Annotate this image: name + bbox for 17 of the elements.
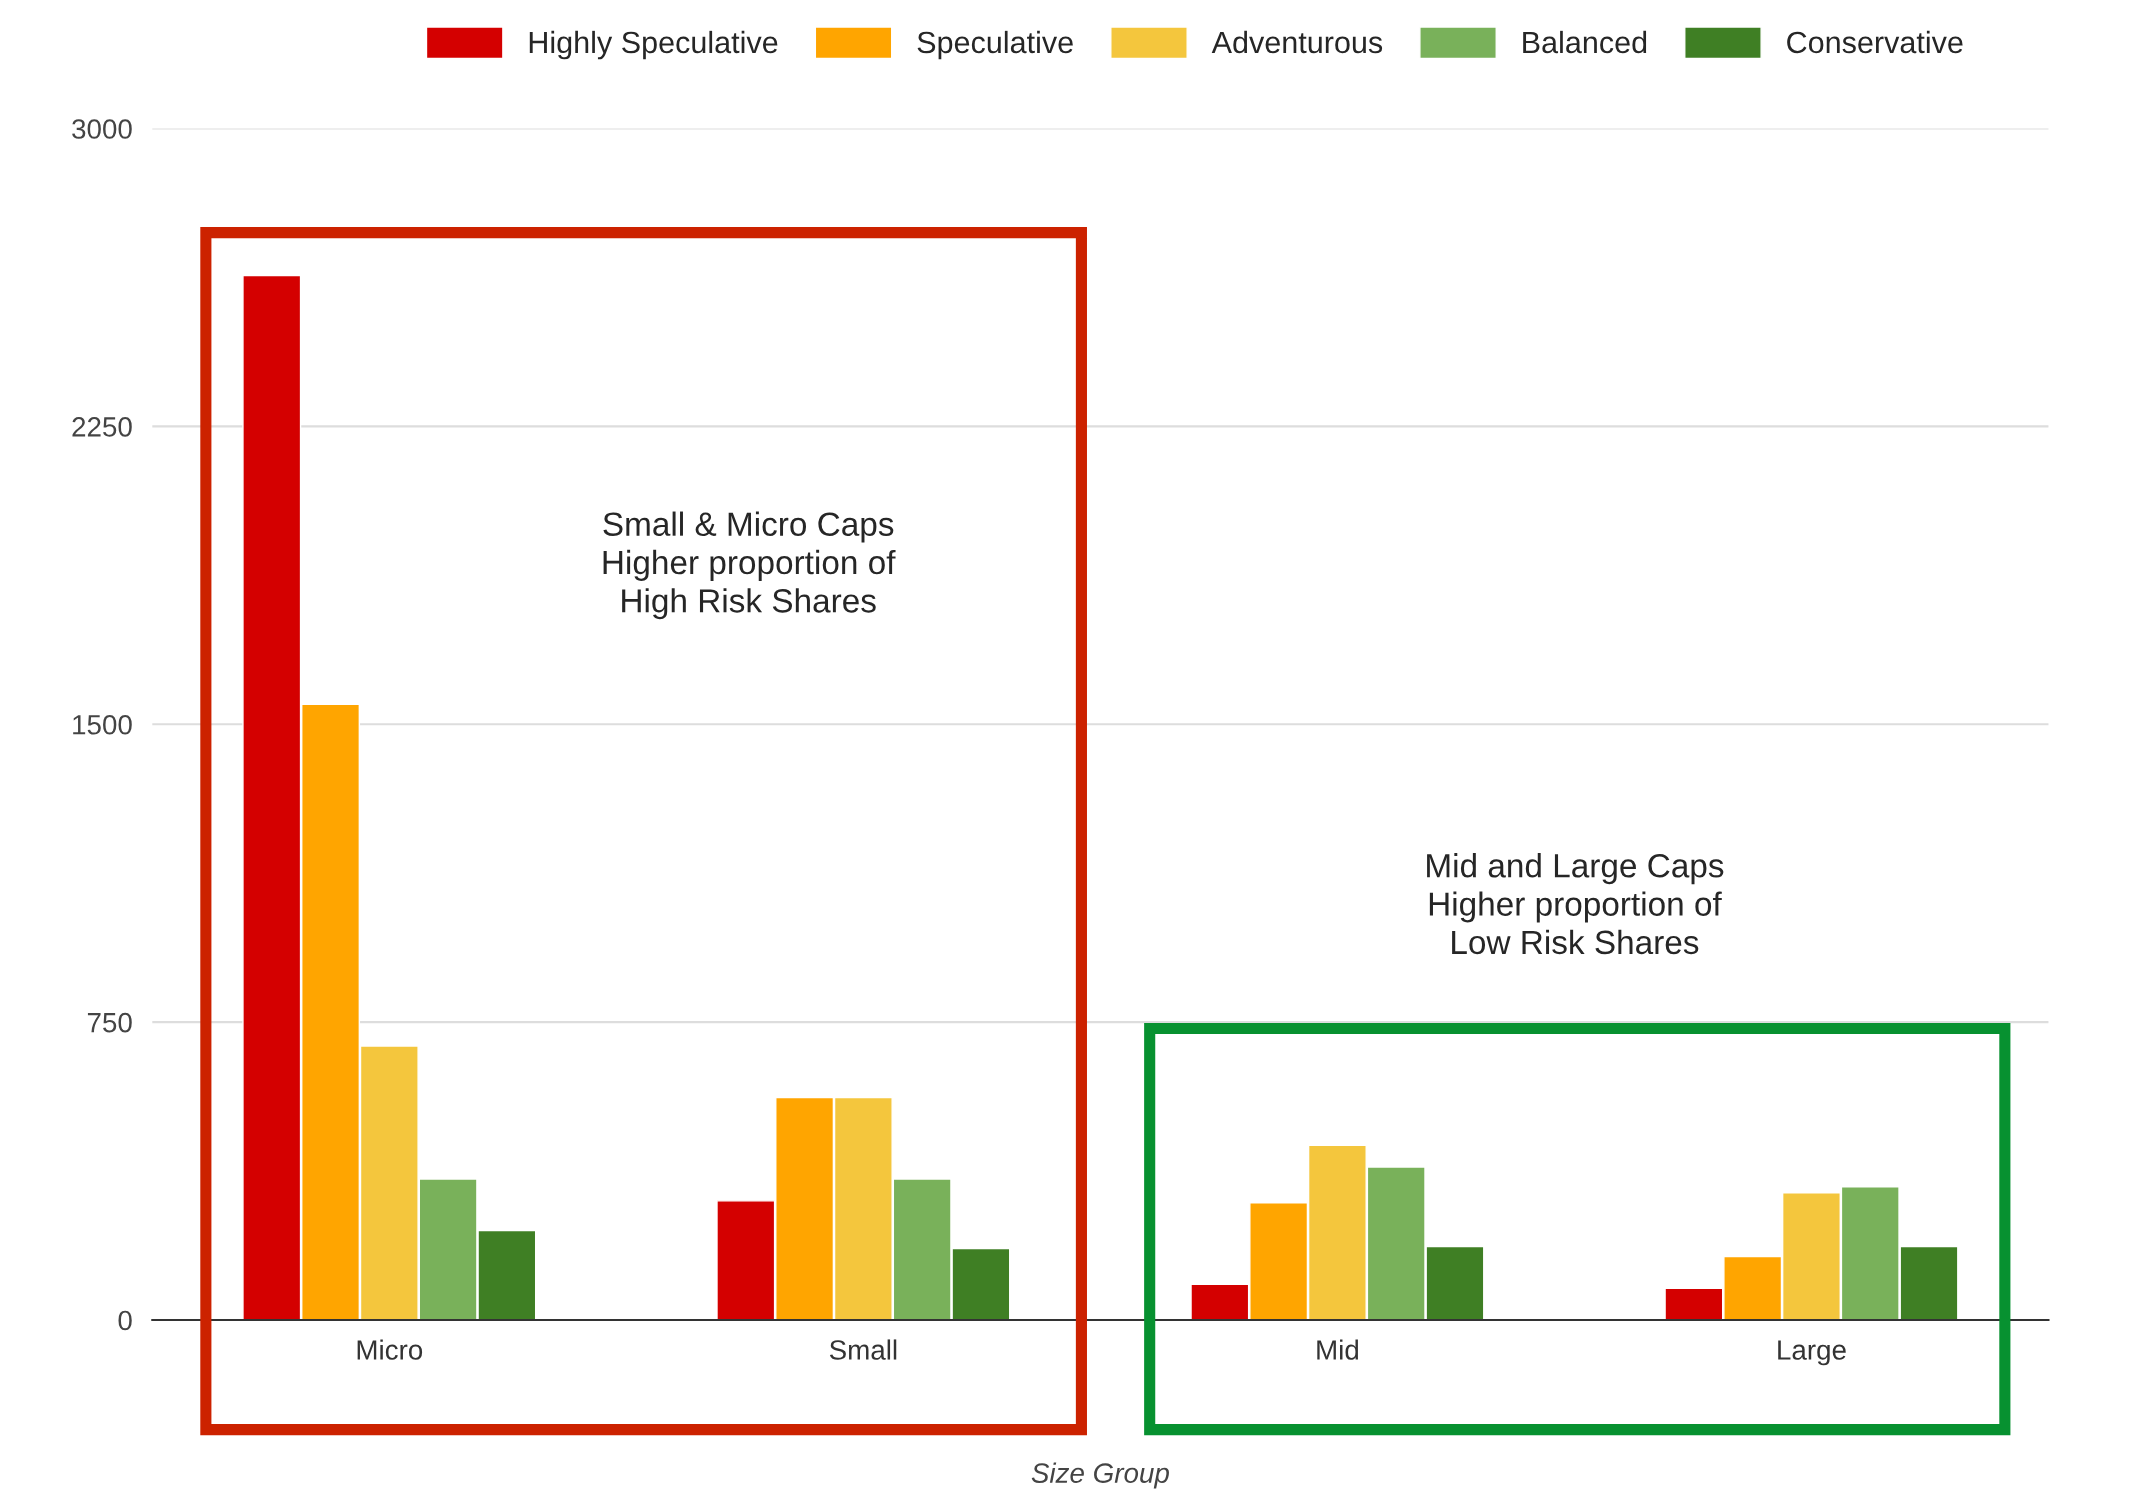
- legend-label: Balanced: [1523, 30, 1647, 54]
- x-tick-label: Small: [829, 1339, 897, 1360]
- x-tick-label: Micro: [357, 1339, 423, 1360]
- x-tick-label: Large: [1778, 1340, 1846, 1366]
- annotation: Mid and Large Caps Higher proportion of Low Risk Shares: [1427, 853, 1724, 955]
- y-tick-label: 2250: [72, 417, 132, 437]
- y-tick-label: 0: [118, 1310, 132, 1331]
- y-tick-label: 750: [87, 1012, 132, 1033]
- legend-label: Highly Speculative: [529, 30, 778, 60]
- y-tick-label: 1500: [73, 714, 132, 735]
- x-axis-title: Size Group: [1031, 1462, 1169, 1489]
- legend-label: Speculative: [917, 30, 1073, 60]
- legend-label: Adventurous: [1211, 30, 1383, 54]
- legend-label: Conservative: [1787, 30, 1963, 54]
- x-tick-label: Mid: [1317, 1339, 1358, 1360]
- y-tick-label: 3000: [72, 119, 132, 139]
- annotation: Small & Micro Caps Higher proportion of High Risk Shares: [603, 511, 896, 620]
